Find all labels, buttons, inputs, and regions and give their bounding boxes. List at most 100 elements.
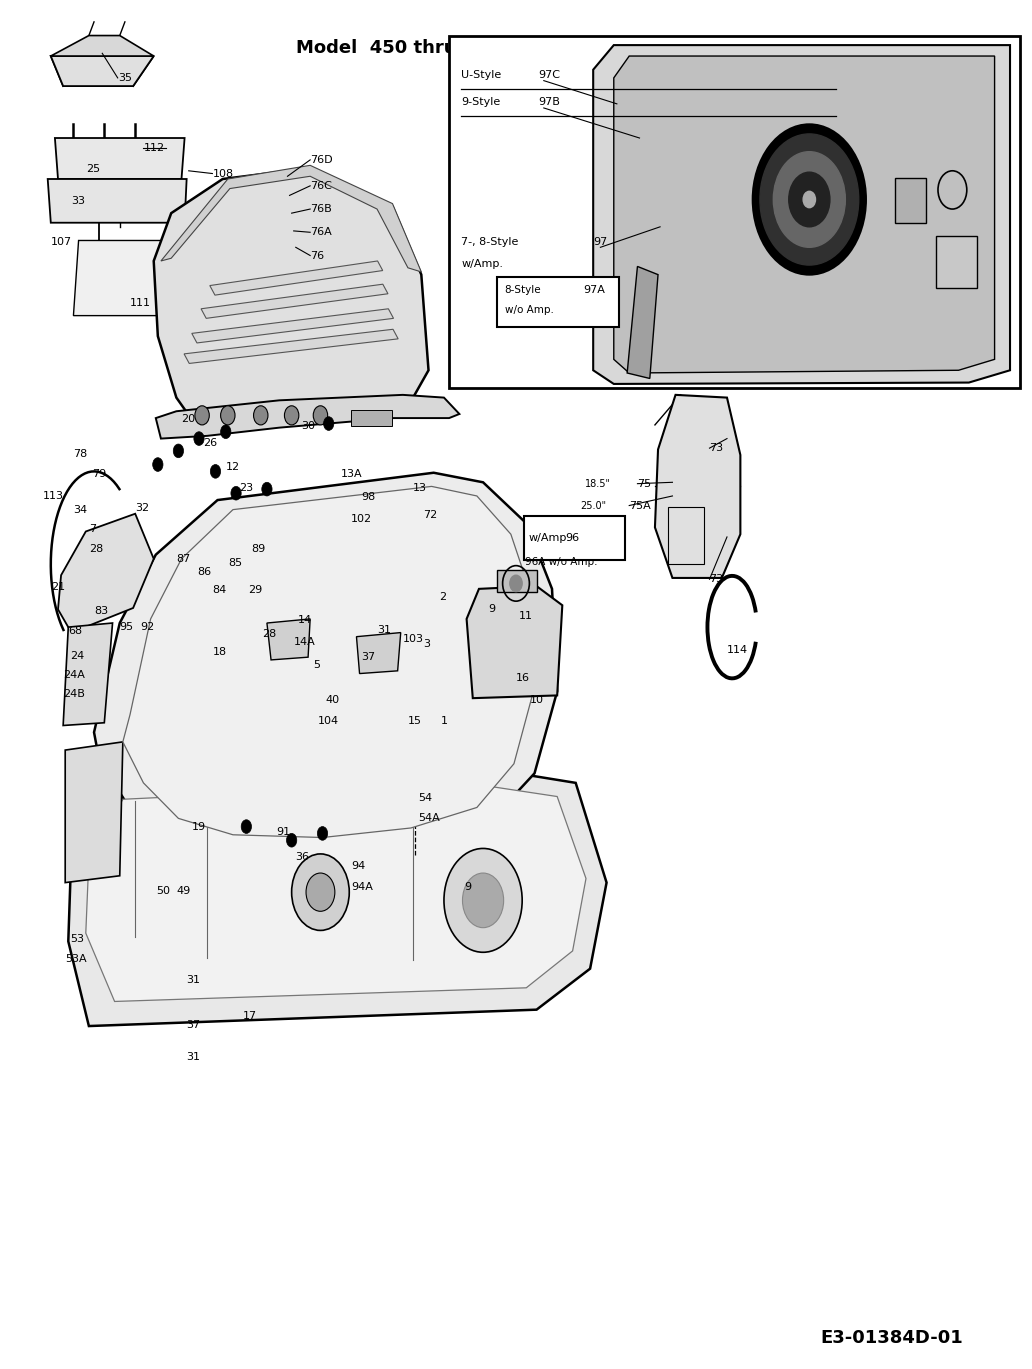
Circle shape <box>752 125 866 275</box>
Text: 9-Style: 9-Style <box>461 97 501 108</box>
Circle shape <box>285 405 299 424</box>
Polygon shape <box>655 394 740 578</box>
Polygon shape <box>161 166 421 272</box>
Text: 12: 12 <box>226 463 239 472</box>
Text: 50: 50 <box>156 886 170 895</box>
Bar <box>351 409 392 426</box>
Text: 28: 28 <box>89 545 103 554</box>
Circle shape <box>153 457 163 471</box>
Text: 26: 26 <box>203 438 218 448</box>
Text: 92: 92 <box>140 622 155 632</box>
Text: 49: 49 <box>176 886 191 895</box>
Text: 36: 36 <box>295 852 309 861</box>
Text: 24B: 24B <box>63 689 85 700</box>
Text: 24A: 24A <box>63 669 85 680</box>
Text: 97C: 97C <box>539 70 560 81</box>
Circle shape <box>307 873 334 912</box>
Text: 30: 30 <box>301 422 315 431</box>
Polygon shape <box>184 330 398 363</box>
Bar <box>497 570 537 591</box>
Text: 78: 78 <box>73 449 88 459</box>
Circle shape <box>788 172 830 227</box>
Text: 97B: 97B <box>539 97 560 108</box>
Text: 72: 72 <box>423 511 438 520</box>
Text: 102: 102 <box>351 515 373 524</box>
Text: 53: 53 <box>70 934 85 943</box>
Text: 31: 31 <box>187 1053 200 1062</box>
Polygon shape <box>466 586 562 698</box>
Text: 112: 112 <box>143 142 164 152</box>
Circle shape <box>287 834 297 847</box>
Text: 32: 32 <box>135 504 150 513</box>
Circle shape <box>510 575 522 591</box>
Polygon shape <box>593 45 1010 383</box>
Text: 54A: 54A <box>418 813 440 823</box>
Polygon shape <box>192 309 393 344</box>
Circle shape <box>195 405 209 424</box>
Circle shape <box>173 444 184 457</box>
Text: 87: 87 <box>176 554 191 564</box>
Polygon shape <box>51 56 154 86</box>
Text: 114: 114 <box>727 645 748 656</box>
Circle shape <box>760 134 859 266</box>
Circle shape <box>292 854 349 931</box>
Text: 107: 107 <box>51 237 72 246</box>
Polygon shape <box>86 783 586 1002</box>
Text: 75A: 75A <box>630 501 651 511</box>
Text: 89: 89 <box>252 545 265 554</box>
Text: 76: 76 <box>311 251 324 260</box>
Text: 29: 29 <box>249 585 263 596</box>
Text: 5: 5 <box>314 660 320 671</box>
Text: 25: 25 <box>86 164 100 174</box>
Bar <box>449 36 1021 387</box>
Text: 108: 108 <box>213 168 233 178</box>
Text: w/Amp.: w/Amp. <box>461 259 504 268</box>
Text: 76C: 76C <box>311 181 332 190</box>
Text: 23: 23 <box>239 483 253 493</box>
Text: 97A: 97A <box>583 285 605 294</box>
Polygon shape <box>156 394 459 438</box>
Text: 20: 20 <box>182 415 196 424</box>
Polygon shape <box>154 168 428 424</box>
Polygon shape <box>356 632 400 674</box>
Text: 35: 35 <box>118 73 132 84</box>
Polygon shape <box>73 241 171 316</box>
Text: w/Amp.: w/Amp. <box>528 534 571 543</box>
Text: 2: 2 <box>439 591 446 602</box>
Text: 9: 9 <box>464 882 472 891</box>
Text: 14: 14 <box>298 615 312 626</box>
Circle shape <box>444 849 522 953</box>
Circle shape <box>241 820 252 834</box>
Circle shape <box>221 424 231 438</box>
Text: 94: 94 <box>351 861 365 871</box>
Polygon shape <box>267 619 311 660</box>
Text: 34: 34 <box>73 505 88 515</box>
Text: 53A: 53A <box>65 954 87 964</box>
Text: 21: 21 <box>51 582 65 593</box>
Polygon shape <box>51 36 154 56</box>
Text: 79: 79 <box>92 470 106 479</box>
Text: 40: 40 <box>325 694 340 705</box>
Text: 15: 15 <box>408 716 422 727</box>
Text: 11: 11 <box>519 611 534 622</box>
Text: 98: 98 <box>361 493 376 502</box>
Text: 73: 73 <box>709 575 723 585</box>
Text: 104: 104 <box>318 716 338 727</box>
Text: 85: 85 <box>228 559 241 568</box>
Polygon shape <box>614 56 995 372</box>
Text: 10: 10 <box>529 694 544 705</box>
Bar <box>669 507 705 564</box>
Circle shape <box>194 431 204 445</box>
Text: 33: 33 <box>71 196 86 205</box>
Circle shape <box>221 405 235 424</box>
Circle shape <box>773 152 845 248</box>
Text: 7-, 8-Style: 7-, 8-Style <box>461 237 519 246</box>
Text: 83: 83 <box>94 605 108 616</box>
Text: 95: 95 <box>120 622 134 632</box>
Circle shape <box>324 416 333 430</box>
Polygon shape <box>209 261 383 296</box>
Circle shape <box>262 482 272 496</box>
Text: 91: 91 <box>277 827 290 836</box>
Text: 94A: 94A <box>351 882 374 891</box>
Polygon shape <box>65 742 123 883</box>
